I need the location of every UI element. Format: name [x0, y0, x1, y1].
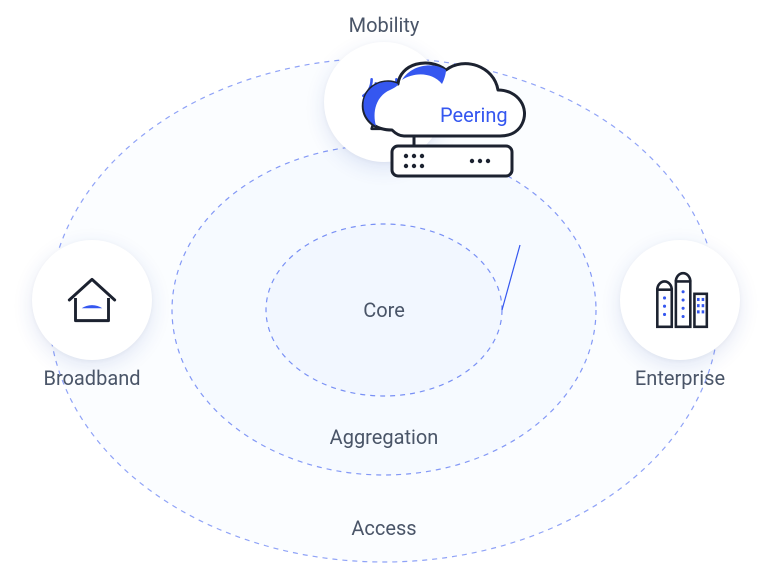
ring-label-access: Access	[351, 516, 416, 540]
buildings-icon	[647, 267, 713, 333]
broadband-badge	[32, 240, 152, 360]
ring-label-aggregation: Aggregation	[330, 425, 439, 449]
mobility-label: Mobility	[349, 13, 420, 37]
enterprise-label: Enterprise	[635, 366, 725, 390]
ring-label-core: Core	[363, 298, 405, 322]
network-rings-diagram: Core Aggregation Access Mobility Broadba…	[0, 0, 768, 581]
peering-group: Peering	[442, 125, 642, 275]
peering-label: Peering	[440, 103, 508, 127]
broadband-label: Broadband	[43, 366, 140, 390]
house-icon	[59, 267, 125, 333]
